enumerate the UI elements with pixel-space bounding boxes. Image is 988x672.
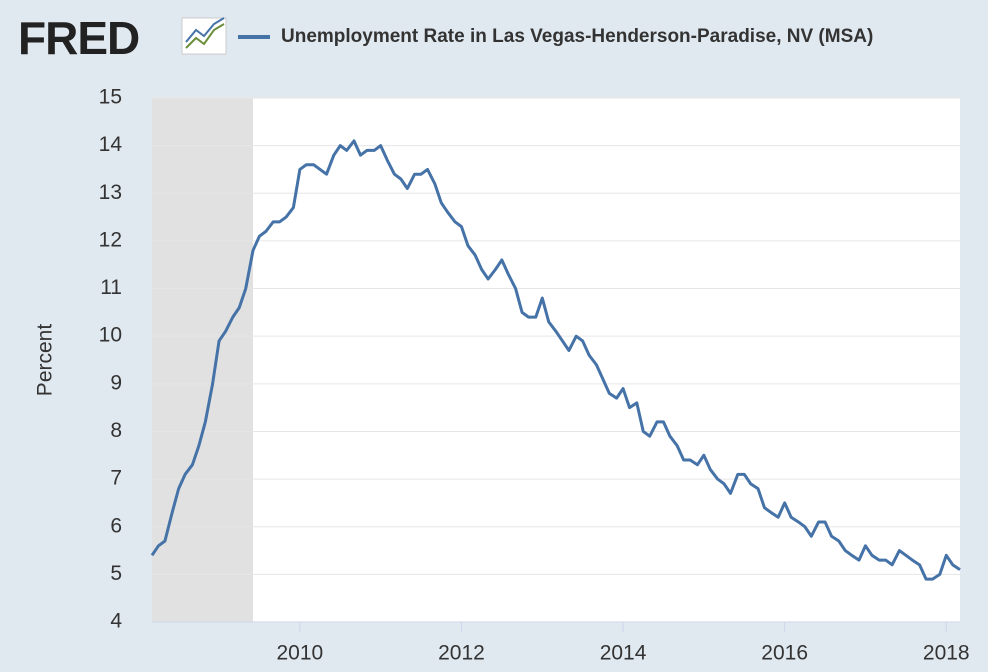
y-tick-label: 11 xyxy=(100,276,122,299)
y-tick-label: 15 xyxy=(99,86,122,109)
x-tick-label: 2010 xyxy=(277,642,324,665)
y-tick-label: 6 xyxy=(110,514,122,537)
x-tick-label: 2016 xyxy=(761,642,808,665)
y-tick-label: 10 xyxy=(99,324,122,347)
y-tick-label: 14 xyxy=(99,133,123,156)
y-axis-label: Percent xyxy=(34,324,57,397)
x-tick-label: 2018 xyxy=(923,642,970,665)
recession-shading xyxy=(152,98,253,622)
data-line xyxy=(150,139,961,581)
logo-icon xyxy=(181,17,227,55)
y-tick-label: 8 xyxy=(110,419,122,442)
y-tick-label: 4 xyxy=(110,610,122,633)
y-tick-label: 12 xyxy=(99,228,122,251)
y-tick-label: 9 xyxy=(110,371,122,394)
logo: FRED xyxy=(18,12,139,64)
y-tick-label: 7 xyxy=(110,467,122,490)
legend-label: Unemployment Rate in Las Vegas-Henderson… xyxy=(281,26,873,47)
plot-area xyxy=(152,98,960,622)
y-tick-label: 5 xyxy=(110,562,122,585)
x-tick-label: 2012 xyxy=(438,642,485,665)
y-tick-label: 13 xyxy=(99,181,122,204)
x-tick-label: 2014 xyxy=(600,642,647,665)
